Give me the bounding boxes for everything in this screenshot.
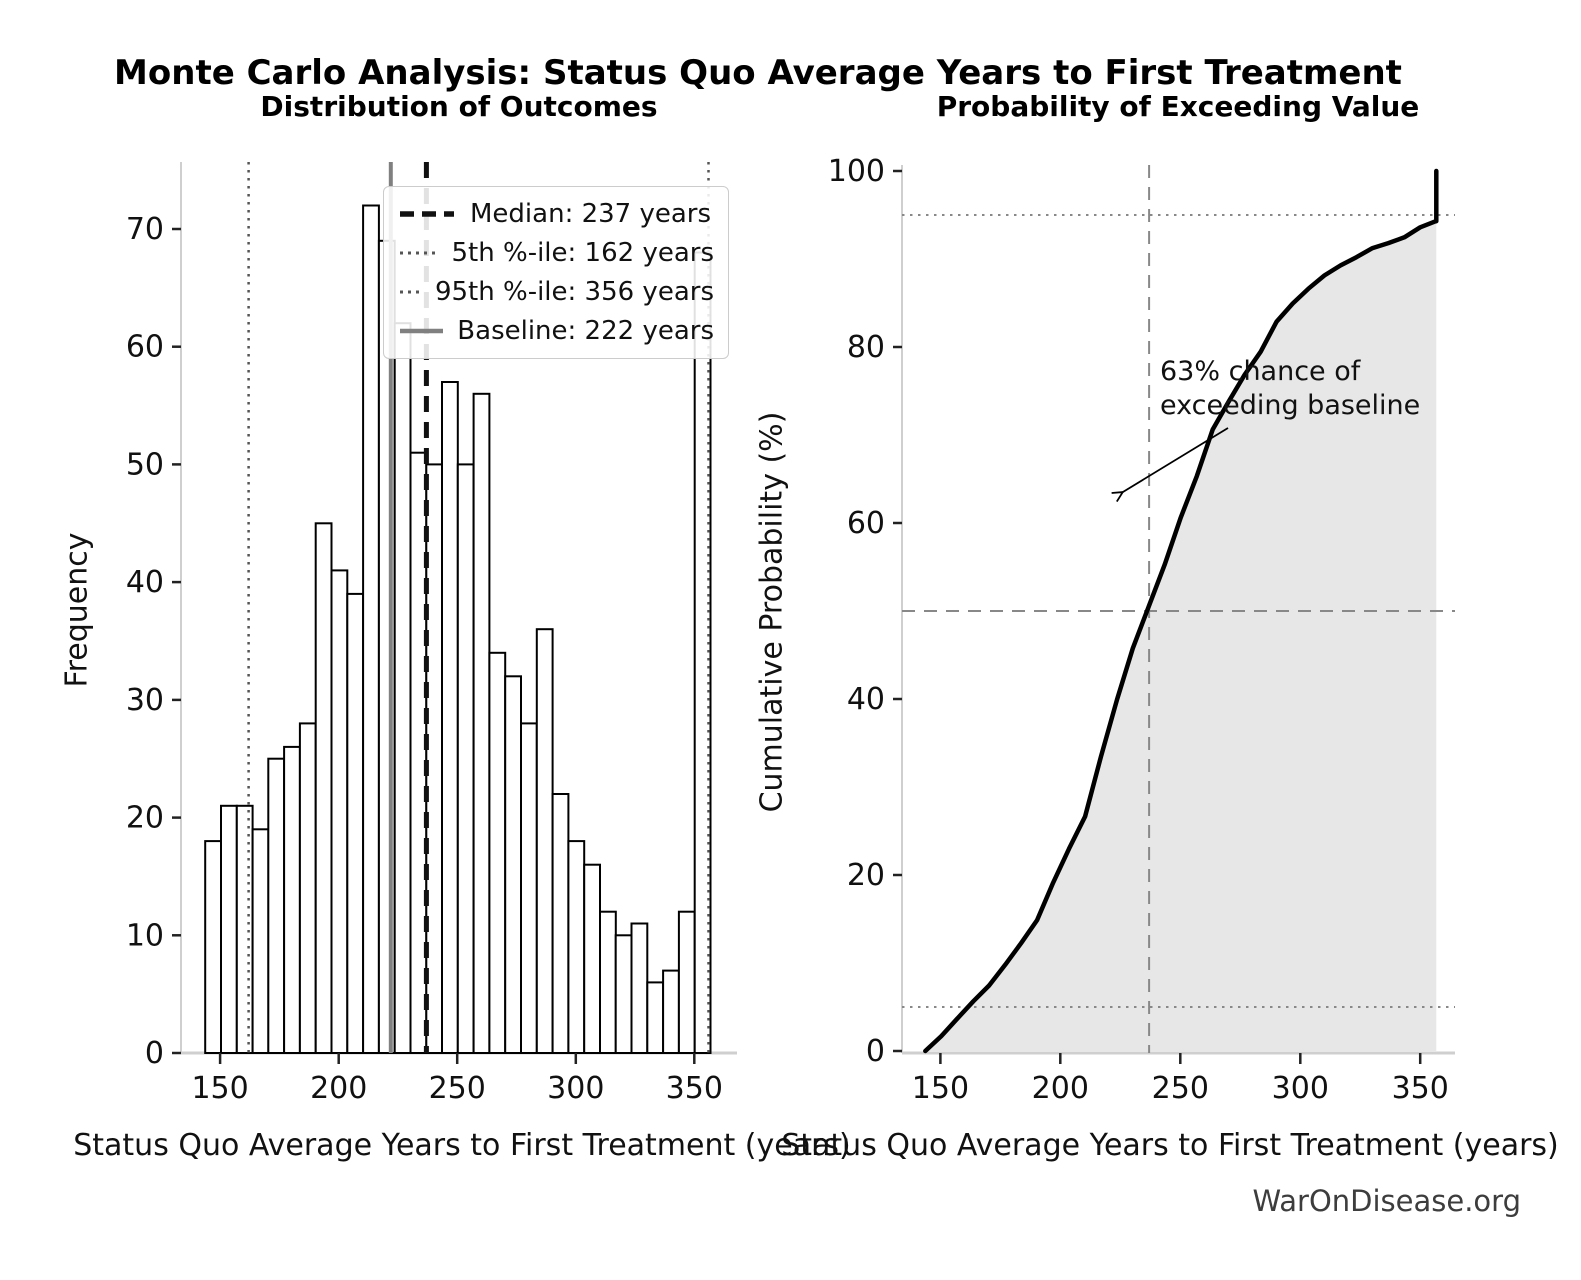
- x-tick-label: 250: [429, 1071, 486, 1106]
- right-chart-title: Probability of Exceeding Value: [936, 90, 1420, 123]
- x-tick-label: 150: [191, 1071, 248, 1106]
- histogram-bar: [567, 840, 586, 1054]
- y-tick-label: 100: [828, 154, 885, 189]
- y-tick-label: 0: [145, 1036, 164, 1071]
- left-y-axis-label: Frequency: [59, 532, 95, 688]
- y-tick-label: 60: [847, 506, 885, 541]
- x-tick-label: 150: [912, 1071, 969, 1106]
- percentile-95-line-sample: [400, 290, 421, 294]
- histogram-bar: [472, 392, 491, 1054]
- histogram-bar: [267, 757, 286, 1054]
- y-tick-label: 20: [847, 858, 885, 893]
- histogram-bar: [251, 828, 270, 1054]
- histogram-bar: [583, 863, 602, 1055]
- x-tick-label: 300: [547, 1071, 604, 1106]
- legend-item: 5th %-ile: 162 years: [398, 238, 714, 268]
- y-tick-label: 40: [847, 682, 885, 717]
- y-tick-label: 60: [126, 330, 164, 365]
- cdf-fill-area: [925, 171, 1437, 1051]
- legend: Median: 237 years 5th %-ile: 162 years 95t…: [383, 186, 729, 359]
- histogram-bar: [235, 804, 254, 1054]
- histogram-bar: [662, 969, 680, 1054]
- right-x-axis-label: Status Quo Average Years to First Treatm…: [781, 1128, 1559, 1163]
- page-title: Monte Carlo Analysis: Status Quo Average…: [114, 53, 1402, 93]
- histogram-bar: [599, 910, 617, 1055]
- histogram-bar: [362, 204, 380, 1054]
- legend-item-label: 5th %-ile: 162 years: [451, 238, 714, 268]
- cdf-curve: [923, 168, 1439, 1054]
- baseline-line-sample: [400, 328, 444, 334]
- histogram-bar: [393, 322, 412, 1054]
- annotation-line-2: exceeding baseline: [1160, 389, 1421, 421]
- histogram-bar: [409, 451, 428, 1054]
- legend-item: Median: 237 years: [398, 199, 714, 229]
- annotation-text: 63% chance of exceeding baseline: [1160, 355, 1420, 423]
- legend-item: Baseline: 222 years: [398, 316, 714, 346]
- percentile-5-line-sample: [400, 251, 438, 255]
- histogram-bar: [456, 463, 475, 1054]
- legend-item-label: Baseline: 222 years: [457, 316, 714, 346]
- histogram-bars: [204, 204, 712, 1055]
- x-tick-label: 200: [1032, 1071, 1089, 1106]
- histogram-bar: [283, 745, 301, 1055]
- y-tick-label: 10: [126, 918, 164, 953]
- right-y-axis-label: Cumulative Probability (%): [754, 411, 790, 813]
- median-line-sample: [400, 211, 454, 217]
- histogram-bar: [520, 722, 538, 1055]
- histogram-bar: [298, 722, 317, 1055]
- y-tick-label: 0: [866, 1034, 885, 1069]
- histogram-bar: [488, 651, 507, 1054]
- y-tick-label: 80: [847, 330, 885, 365]
- histogram-bar: [535, 628, 554, 1054]
- y-tick-label: 20: [126, 801, 164, 836]
- histogram-bar: [630, 922, 649, 1054]
- left-chart-title: Distribution of Outcomes: [260, 90, 658, 123]
- histogram-bar: [677, 910, 696, 1055]
- y-tick-label: 40: [126, 565, 164, 600]
- x-tick-label: 350: [666, 1071, 723, 1106]
- histogram-bar: [646, 981, 665, 1055]
- y-tick-label: 30: [126, 683, 164, 718]
- legend-item-label: Median: 237 years: [470, 199, 712, 229]
- x-tick-label: 200: [310, 1071, 367, 1106]
- histogram-bar: [330, 569, 349, 1055]
- histogram-bar: [614, 934, 633, 1054]
- annotation-line-1: 63% chance of: [1160, 356, 1361, 387]
- histogram-bar: [346, 592, 365, 1055]
- histogram-bar: [504, 675, 523, 1054]
- x-tick-label: 250: [1152, 1071, 1209, 1106]
- legend-item: 95th %-ile: 356 years: [398, 277, 714, 307]
- annotation-arrow: [1122, 427, 1229, 493]
- legend-item-label: 95th %-ile: 356 years: [434, 277, 714, 307]
- histogram-bar: [314, 522, 333, 1054]
- x-tick-label: 300: [1272, 1071, 1329, 1106]
- histogram-bar: [693, 251, 712, 1054]
- histogram-bar: [551, 793, 570, 1054]
- histogram-bar: [220, 804, 238, 1054]
- histogram-bar: [441, 381, 459, 1054]
- left-x-axis-label: Status Quo Average Years to First Treatm…: [73, 1128, 851, 1163]
- watermark: WarOnDisease.org: [1252, 1184, 1521, 1218]
- y-tick-label: 50: [126, 447, 164, 482]
- histogram-bar: [204, 840, 222, 1054]
- y-tick-label: 70: [126, 212, 164, 247]
- x-tick-label: 350: [1392, 1071, 1449, 1106]
